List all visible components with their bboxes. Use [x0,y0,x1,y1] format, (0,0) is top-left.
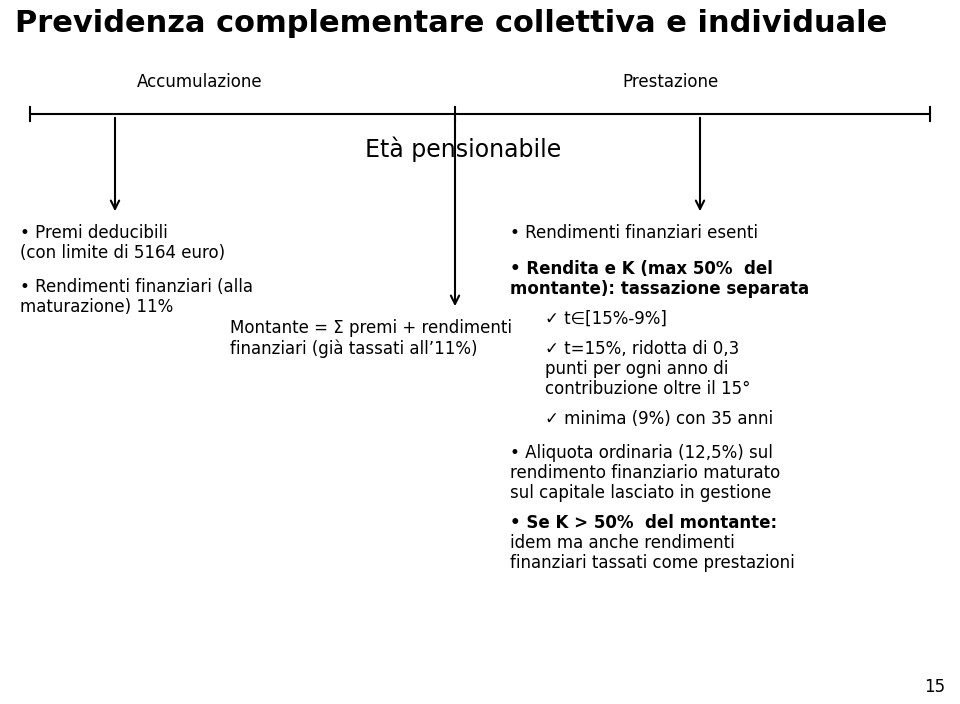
Text: • Rendimenti finanziari (alla: • Rendimenti finanziari (alla [20,278,253,296]
Text: finanziari tassati come prestazioni: finanziari tassati come prestazioni [510,554,795,572]
Text: • Aliquota ordinaria (12,5%) sul: • Aliquota ordinaria (12,5%) sul [510,444,773,462]
Text: Montante = Σ premi + rendimenti: Montante = Σ premi + rendimenti [230,319,512,337]
Text: Prestazione: Prestazione [622,73,718,91]
Text: montante): tassazione separata: montante): tassazione separata [510,280,809,298]
Text: ✓ t∈[15%-9%]: ✓ t∈[15%-9%] [545,310,667,328]
Text: • Premi deducibili: • Premi deducibili [20,224,168,242]
Text: 15: 15 [924,678,945,696]
Text: Previdenza complementare collettiva e individuale: Previdenza complementare collettiva e in… [15,9,887,38]
Text: contribuzione oltre il 15°: contribuzione oltre il 15° [545,380,751,398]
Text: • Rendimenti finanziari esenti: • Rendimenti finanziari esenti [510,224,758,242]
Text: • Se K > 50%  del montante:: • Se K > 50% del montante: [510,514,778,532]
Text: ✓ minima (9%) con 35 anni: ✓ minima (9%) con 35 anni [545,410,773,428]
Text: sul capitale lasciato in gestione: sul capitale lasciato in gestione [510,484,772,502]
Text: maturazione) 11%: maturazione) 11% [20,298,173,316]
Text: (con limite di 5164 euro): (con limite di 5164 euro) [20,244,226,262]
Text: idem ma anche rendimenti: idem ma anche rendimenti [510,534,734,552]
Text: rendimento finanziario maturato: rendimento finanziario maturato [510,464,780,482]
Text: • Rendita e K (max 50%  del: • Rendita e K (max 50% del [510,260,773,278]
Text: Accumulazione: Accumulazione [137,73,263,91]
Text: Età pensionabile: Età pensionabile [365,137,562,163]
Text: punti per ogni anno di: punti per ogni anno di [545,360,729,378]
Text: ✓ t=15%, ridotta di 0,3: ✓ t=15%, ridotta di 0,3 [545,340,739,358]
Text: finanziari (già tassati all’11%): finanziari (già tassati all’11%) [230,339,477,358]
